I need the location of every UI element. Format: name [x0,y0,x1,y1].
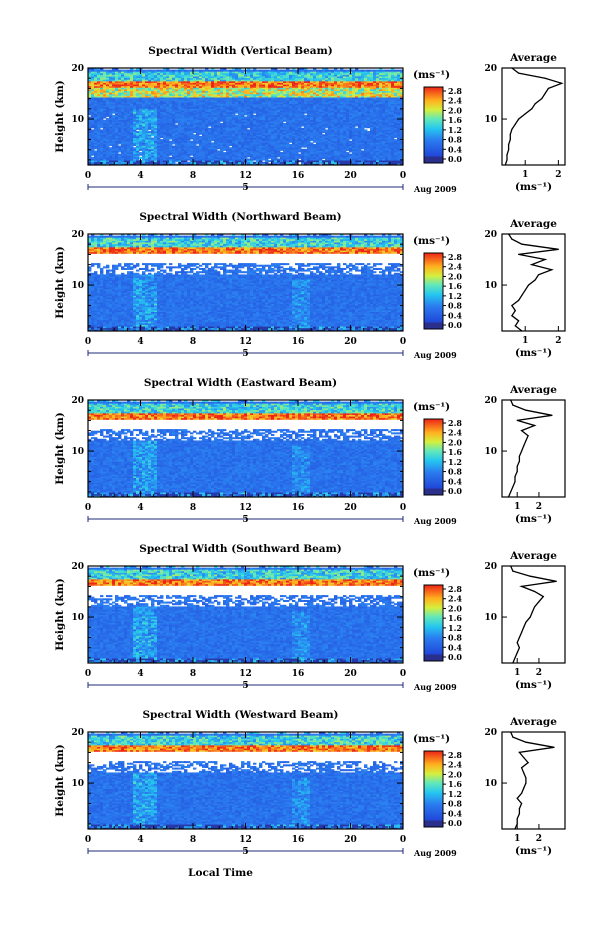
heatmap-cell [139,152,142,154]
heatmap-cell [220,123,223,125]
heatmap-cell [187,162,190,164]
heatmap-cell [277,159,280,161]
spectral-width-heatmap [88,68,403,165]
heatmap-cell [361,150,364,152]
heatmap-cell [310,142,313,144]
heatmap-cell [247,129,250,131]
heatmap-cell [106,118,109,120]
heatmap-cell [172,146,175,148]
heatmap-cell [253,162,256,164]
heatmap-cell [268,160,271,162]
heatmap-cell [211,142,214,144]
heatmap-cell [139,157,142,159]
heatmap-cell [91,157,94,159]
heatmap-cell [175,125,178,127]
heatmap-cell [349,154,352,156]
heatmap-cell [367,131,370,133]
heatmap-cell [148,131,151,133]
heatmap-cell [169,157,172,159]
heatmap-cell [244,117,247,119]
heatmap-cell [262,162,265,164]
heatmap-cell [301,128,304,130]
panel-1: Spectral Width (Vertical Beam)1020Height… [54,45,565,194]
heatmap-cell [208,128,211,130]
heatmap-cell [169,141,172,143]
heatmap-cell [289,144,292,146]
heatmap-cell [190,157,193,159]
heatmap-cell [280,152,283,154]
heatmap-cell [190,141,193,143]
heatmap-cell [133,147,136,149]
heatmap-cell [109,147,112,149]
heatmap-cell [118,146,121,148]
heatmap-cell [304,149,307,151]
heatmap-cell [298,154,301,156]
heatmap-cell [136,131,139,133]
heatmap-cell [325,129,328,131]
heatmap-cell [229,147,232,149]
heatmap-cell [304,115,307,117]
heatmap-cell [217,150,220,152]
heatmap-cell [223,152,226,154]
heatmap-cell [322,134,325,136]
heatmap-cell [364,129,367,131]
heatmap-cell [151,138,154,140]
heatmap-cell [100,129,103,131]
heatmap-cell [283,123,286,125]
heatmap-cell [103,120,106,122]
heatmap-cell [235,115,238,117]
heatmap-cell [199,136,202,138]
heatmap-cell [355,128,358,130]
heatmap-cell [298,160,301,162]
heatmap-cell [112,115,115,117]
heatmap-cell [349,141,352,143]
heatmap-cell [253,115,256,117]
heatmap-cell [160,139,163,141]
heatmap-cell [91,129,94,131]
heatmap-cell [247,159,250,161]
heatmap-cell [313,144,316,146]
panel-title: Spectral Width (Vertical Beam) [148,45,332,57]
heatmap-cell [94,150,97,152]
heatmap-cell [394,139,397,141]
heatmap-cell [346,152,349,154]
heatmap-cell [301,149,304,151]
heatmap-cell [322,160,325,162]
heatmap-cell [193,134,196,136]
heatmap-cell [118,154,121,156]
heatmap-cell [196,146,199,148]
